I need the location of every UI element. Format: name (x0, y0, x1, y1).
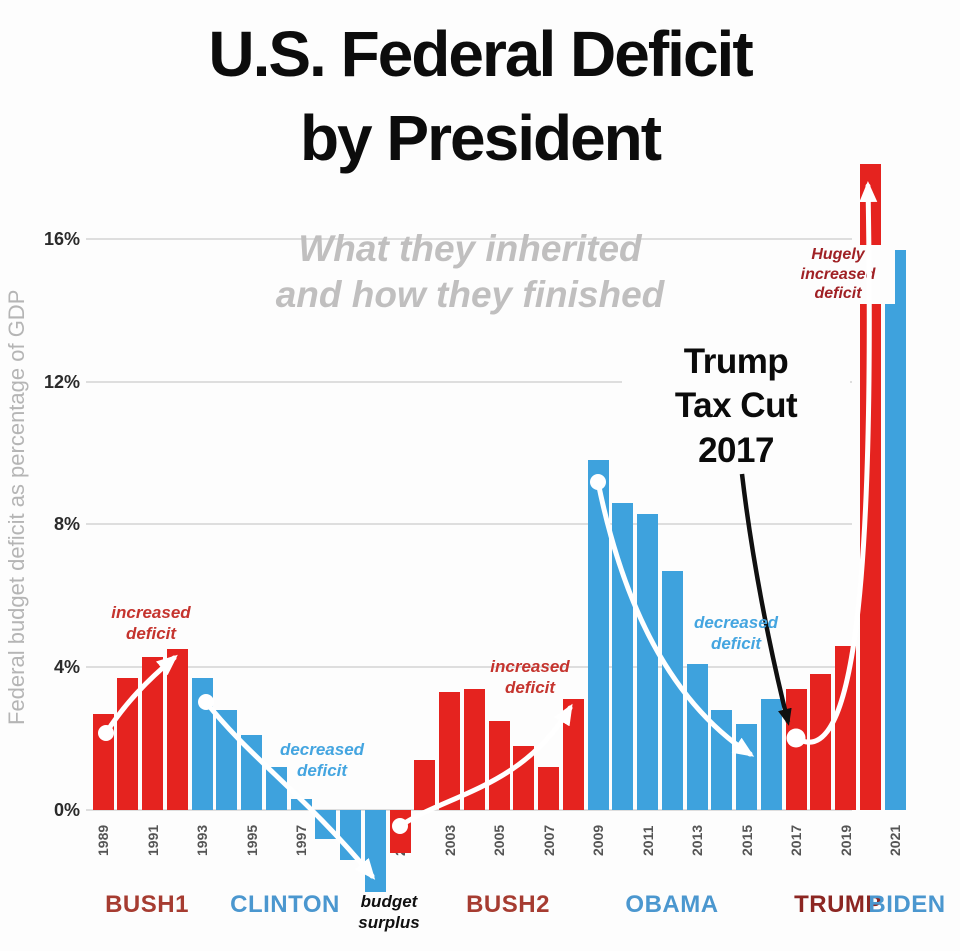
bar-1989 (92, 713, 114, 810)
x-tick-2021: 2021 (887, 824, 903, 856)
president-label-obama: OBAMA (625, 891, 719, 918)
bar-2007 (538, 767, 559, 810)
bar-2014 (711, 710, 733, 810)
y-tick-label-0: 0% (53, 800, 80, 820)
bar-2009 (587, 460, 609, 810)
x-tick-2017: 2017 (788, 824, 804, 856)
x-tick-2011: 2011 (639, 825, 656, 856)
bar-2011 (637, 513, 658, 810)
bar-2019 (835, 645, 856, 810)
bar-2016 (760, 699, 782, 810)
x-tick-2013: 2013 (689, 824, 705, 856)
bar-2002 (414, 760, 436, 810)
x-tick-2015: 2015 (738, 824, 755, 856)
bar-2013 (686, 663, 708, 810)
bar-2021 (884, 249, 906, 810)
gridline-12pct (86, 380, 852, 383)
president-label-clinton: CLINTON (230, 891, 340, 918)
annotation-trump-tax-cut: Trump Tax Cut 2017 (622, 340, 850, 474)
x-tick-1991: 1991 (144, 824, 161, 856)
x-tick-2019: 2019 (837, 824, 854, 856)
annotation-budget-surplus: budget surplus (358, 892, 420, 932)
bar-2008 (562, 699, 584, 810)
x-tick-2003: 2003 (441, 824, 458, 856)
gridline-8pct (86, 523, 852, 526)
y-axis-label: Federal budget deficit as percentage of … (4, 289, 29, 726)
bar-1997 (290, 799, 312, 810)
annotation-increased-deficit-bush2: increased deficit (490, 657, 570, 697)
y-tick-label-16: 16% (43, 228, 80, 249)
y-tick-label-12: 12% (43, 371, 80, 392)
bar-2004 (463, 688, 485, 810)
bar-1990 (117, 677, 139, 810)
annotation-increased-deficit-bush1: increased deficit (111, 603, 191, 643)
bar-2001 (389, 810, 411, 853)
president-label-biden: BIDEN (868, 891, 946, 918)
x-tick-2009: 2009 (590, 824, 606, 856)
bar-2003 (439, 692, 460, 810)
x-tick-2007: 2007 (540, 824, 557, 856)
y-tick-label-4: 4% (53, 657, 80, 678)
bar-2017 (785, 688, 807, 810)
bar-2012 (661, 570, 683, 810)
president-label-bush1: BUSH1 (105, 891, 189, 918)
bar-2000 (364, 810, 386, 893)
bar-2006 (513, 745, 535, 810)
annotation-decreased-deficit-clinton: decreased deficit (279, 740, 365, 780)
president-label-trump: TRUMP (794, 891, 882, 918)
bar-2018 (810, 674, 832, 810)
bar-1993 (191, 677, 213, 810)
bar-1992 (166, 649, 188, 811)
chart-subtitle: What they inherited and how they finishe… (275, 228, 665, 315)
bar-1998 (315, 810, 337, 839)
bar-1999 (340, 810, 361, 860)
page-title: U.S. Federal Deficit by President (208, 18, 753, 175)
bar-2015 (736, 724, 757, 810)
x-tick-1995: 1995 (243, 824, 260, 856)
president-label-bush2: BUSH2 (466, 891, 550, 918)
bar-1994 (216, 710, 238, 810)
annotation-decreased-deficit-obama: decreased deficit (693, 613, 779, 653)
x-tick-2005: 2005 (491, 824, 507, 856)
gridline-4pct (86, 666, 852, 669)
bar-1991 (142, 656, 163, 810)
x-tick-1997: 1997 (293, 824, 309, 856)
annotation-hugely-increased-deficit: Hugely increased deficit (781, 245, 895, 304)
x-tick-1989: 1989 (95, 824, 111, 856)
x-tick-1993: 1993 (194, 824, 210, 856)
y-tick-label-8: 8% (53, 514, 80, 535)
gridline-16pct (86, 237, 852, 240)
bar-2005 (488, 720, 510, 811)
bar-1995 (241, 735, 262, 810)
bar-2010 (612, 503, 634, 810)
